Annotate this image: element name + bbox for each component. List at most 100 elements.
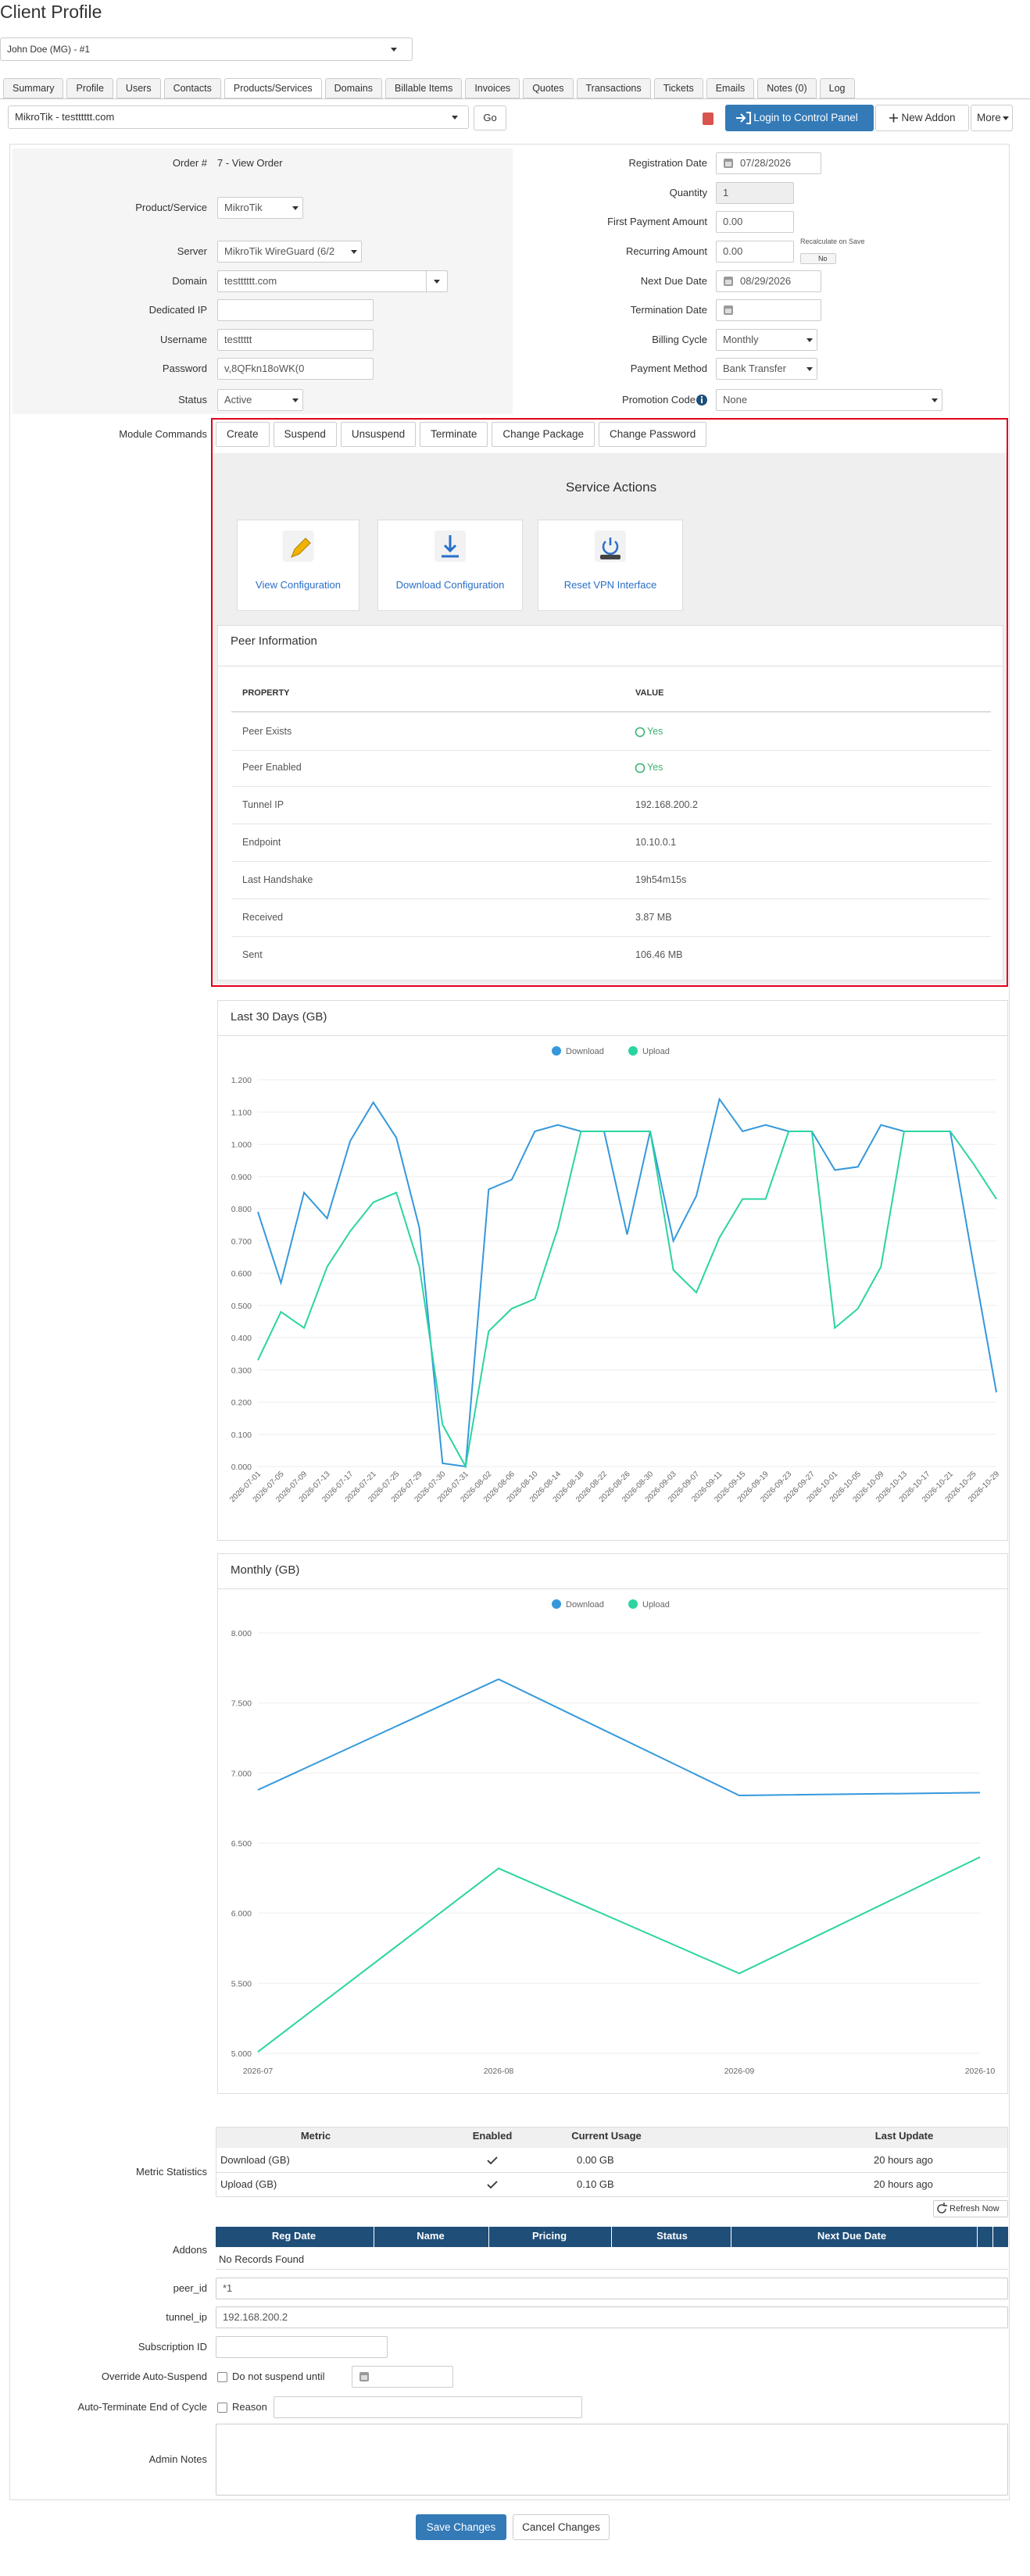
addons-col: Status bbox=[656, 2230, 688, 2242]
tab[interactable]: Users bbox=[116, 78, 161, 98]
module-button[interactable]: Create bbox=[216, 422, 270, 447]
peer-property: Last Handshake bbox=[242, 874, 313, 885]
checkbox[interactable] bbox=[217, 2372, 227, 2382]
peer-value: 106.46 MB bbox=[635, 949, 683, 960]
input[interactable]: testtttt bbox=[217, 329, 374, 351]
tab[interactable]: Products/Services bbox=[224, 78, 322, 98]
metric-update: 20 hours ago bbox=[874, 2178, 933, 2190]
module-button[interactable]: Suspend bbox=[273, 422, 337, 447]
field-label: Subscription ID bbox=[138, 2341, 207, 2353]
new-addon-button[interactable]: New Addon bbox=[875, 105, 969, 131]
save-button[interactable]: Save Changes bbox=[416, 2514, 506, 2540]
field-label: Override Auto-Suspend bbox=[101, 2371, 207, 2382]
tab[interactable]: Quotes bbox=[523, 78, 574, 98]
action-link[interactable]: Reset VPN Interface bbox=[563, 579, 657, 591]
caret bbox=[806, 338, 813, 342]
addons-sep bbox=[992, 2227, 993, 2247]
addons-sep bbox=[977, 2227, 978, 2247]
field-label: Next Due Date bbox=[640, 275, 707, 287]
peer-property: Endpoint bbox=[242, 837, 281, 848]
chart-title: Last 30 Days (GB) bbox=[231, 1010, 327, 1024]
chart-panel bbox=[217, 1000, 1008, 1541]
tab[interactable]: Domains bbox=[324, 78, 382, 98]
addons-sep bbox=[611, 2227, 612, 2247]
input[interactable]: *1 bbox=[216, 2278, 1008, 2299]
override-option: Do not suspend until bbox=[232, 2371, 325, 2382]
tab-bar: Summary Profile Users Contacts Products/Serv… bbox=[3, 78, 855, 98]
refresh-button[interactable]: Refresh Now bbox=[933, 2200, 1008, 2217]
field-label: Username bbox=[160, 334, 207, 345]
input[interactable]: 1 bbox=[716, 182, 794, 204]
peer-property: Peer Exists bbox=[242, 726, 292, 737]
input[interactable] bbox=[274, 2396, 582, 2418]
module-button[interactable]: Change Package bbox=[492, 422, 595, 447]
peer-value: 3.87 MB bbox=[635, 912, 672, 923]
tab[interactable]: Contacts bbox=[163, 78, 221, 98]
peer-value: Yes bbox=[647, 726, 663, 737]
login-button[interactable]: Login to Control Panel bbox=[725, 105, 874, 131]
service-select[interactable]: MikroTik - testttttt.com bbox=[8, 105, 469, 129]
field-label: peer_id bbox=[173, 2282, 207, 2294]
addons-sep bbox=[488, 2227, 489, 2247]
input[interactable] bbox=[716, 299, 821, 321]
input[interactable] bbox=[216, 2336, 388, 2358]
tab[interactable]: Transactions bbox=[576, 78, 651, 98]
go-button[interactable]: Go bbox=[474, 105, 506, 130]
client-select[interactable]: John Doe (MG) - #1 bbox=[0, 38, 413, 61]
caret bbox=[292, 398, 299, 402]
chart-title-line bbox=[218, 1588, 1007, 1589]
peer-property: Peer Enabled bbox=[242, 762, 302, 773]
field-label: Password bbox=[162, 363, 207, 374]
input[interactable]: None bbox=[716, 389, 942, 411]
more-button[interactable]: More bbox=[971, 105, 1013, 131]
addons-empty: No Records Found bbox=[219, 2253, 305, 2265]
tab[interactable]: Notes (0) bbox=[757, 78, 817, 98]
module-button[interactable]: Change Password bbox=[599, 422, 707, 447]
chart-panel bbox=[217, 1553, 1008, 2094]
input[interactable]: 07/28/2026 bbox=[716, 152, 821, 174]
peer-row-line bbox=[231, 786, 991, 787]
tab[interactable]: Summary bbox=[3, 78, 64, 98]
field-label: Module Commands bbox=[119, 428, 207, 440]
tab[interactable]: Profile bbox=[66, 78, 113, 98]
input[interactable]: Bank Transfer bbox=[716, 358, 817, 380]
input[interactable]: testttttt.com bbox=[217, 270, 448, 292]
peer-row-line bbox=[231, 750, 991, 751]
peer-value: Yes bbox=[647, 762, 663, 773]
tab[interactable]: Invoices bbox=[465, 78, 520, 98]
input[interactable] bbox=[352, 2366, 453, 2388]
input[interactable]: v,8QFkn18oWK(0 bbox=[217, 358, 374, 380]
input[interactable] bbox=[217, 299, 374, 321]
module-button[interactable]: Unsuspend bbox=[340, 422, 417, 447]
action-link[interactable]: View Configuration bbox=[256, 579, 341, 591]
peer-value: 192.168.200.2 bbox=[635, 799, 698, 810]
metric-col: Metric bbox=[300, 2130, 331, 2142]
recalc-toggle[interactable]: No bbox=[800, 253, 836, 264]
auto-terminate-option: Reason bbox=[232, 2401, 267, 2413]
input[interactable]: Active bbox=[217, 389, 303, 411]
input[interactable]: 0.00 bbox=[716, 211, 794, 233]
page-title: Client Profile bbox=[0, 2, 102, 22]
tab[interactable]: Billable Items bbox=[384, 78, 463, 98]
input[interactable]: 0.00 bbox=[716, 241, 794, 263]
input[interactable]: 08/29/2026 bbox=[716, 270, 821, 292]
field-label: Admin Notes bbox=[148, 2453, 207, 2465]
addons-header bbox=[216, 2227, 1008, 2247]
admin-notes[interactable] bbox=[216, 2424, 1008, 2496]
input[interactable]: 192.168.200.2 bbox=[216, 2306, 1008, 2328]
action-card bbox=[237, 520, 359, 611]
tab[interactable]: Tickets bbox=[653, 78, 703, 98]
field-label: Domain bbox=[172, 275, 207, 287]
action-link[interactable]: Download Configuration bbox=[395, 579, 505, 591]
tab[interactable]: Log bbox=[819, 78, 855, 98]
module-button[interactable]: Terminate bbox=[420, 422, 488, 447]
checkbox[interactable] bbox=[217, 2403, 227, 2413]
peer-header-line bbox=[231, 711, 991, 713]
peer-value: 10.10.0.1 bbox=[635, 837, 677, 848]
cancel-button[interactable]: Cancel Changes bbox=[513, 2514, 610, 2540]
input[interactable]: MikroTik WireGuard (6/2 bbox=[217, 241, 362, 263]
tab[interactable]: Emails bbox=[706, 78, 755, 98]
input[interactable]: MikroTik bbox=[217, 197, 303, 219]
input[interactable]: Monthly bbox=[716, 329, 817, 351]
